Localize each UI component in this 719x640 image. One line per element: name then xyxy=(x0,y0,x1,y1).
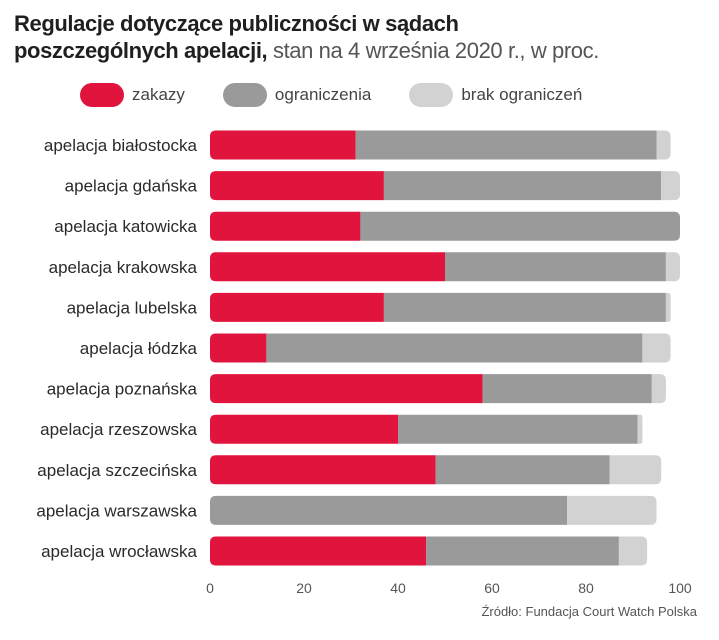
bar-warszawska-brak xyxy=(567,495,657,525)
category-label-bialostocka: apelacja białostocka xyxy=(44,136,198,155)
bar-rzeszowska-brak xyxy=(637,414,643,444)
bar-wroclawska-ograniczenia xyxy=(426,536,619,566)
bar-bialostocka-brak xyxy=(656,130,671,160)
title-bold-line-2: poszczególnych apelacji, xyxy=(14,38,268,63)
bar-gdanska-zakazy xyxy=(210,171,384,201)
bar-bialostocka-ograniczenia xyxy=(355,130,657,160)
bar-poznanska-brak xyxy=(651,374,666,404)
legend-item-brak-ograniczen: brak ograniczeń xyxy=(409,83,582,107)
bar-katowicka-ograniczenia xyxy=(360,211,680,241)
legend-swatch-ograniczenia xyxy=(222,83,267,107)
x-tick-label-0: 0 xyxy=(206,580,214,596)
x-tick-label-60: 60 xyxy=(484,580,500,596)
legend-item-zakazy: zakazy xyxy=(80,83,185,107)
category-label-wroclawska: apelacja wrocławska xyxy=(41,542,197,561)
category-label-warszawska: apelacja warszawska xyxy=(36,501,197,520)
bar-lubelska-ograniczenia xyxy=(383,292,666,322)
bar-szczecinska-zakazy xyxy=(210,455,436,485)
category-label-katowicka: apelacja katowicka xyxy=(54,217,197,236)
legend-item-ograniczenia: ograniczenia xyxy=(222,83,372,107)
source-note: Źródło: Fundacja Court Watch Polska xyxy=(481,604,697,619)
x-tick-label-80: 80 xyxy=(578,580,594,596)
title-bold-line-1: Regulacje dotyczące publiczności w sądac… xyxy=(14,11,459,36)
bar-wroclawska-zakazy xyxy=(210,536,427,566)
category-label-lodzka: apelacja łódzka xyxy=(80,339,198,358)
chart-title: Regulacje dotyczące publiczności w sądac… xyxy=(14,10,714,64)
x-tick-label-40: 40 xyxy=(390,580,406,596)
bar-krakowska-ograniczenia xyxy=(445,252,666,282)
bar-lubelska-brak xyxy=(665,292,671,322)
category-label-poznanska: apelacja poznańska xyxy=(47,380,198,399)
bar-poznanska-zakazy xyxy=(210,374,483,404)
title-line-1: Regulacje dotyczące publiczności w sądac… xyxy=(14,10,714,37)
legend-label-brak-ograniczen: brak ograniczeń xyxy=(461,85,583,104)
bar-lodzka-brak xyxy=(642,333,671,363)
bar-rzeszowska-ograniczenia xyxy=(398,414,638,444)
bar-wroclawska-brak xyxy=(618,536,648,566)
category-label-gdanska: apelacja gdańska xyxy=(65,177,198,196)
legend-swatch-zakazy xyxy=(80,83,124,107)
title-subtitle: stan na 4 września 2020 r., w proc. xyxy=(267,38,599,63)
bar-gdanska-brak xyxy=(661,171,680,201)
category-label-lubelska: apelacja lubelska xyxy=(67,298,198,317)
bar-lodzka-ograniczenia xyxy=(266,333,643,363)
bar-krakowska-zakazy xyxy=(210,252,445,282)
legend: zakazy ograniczenia brak ograniczeń xyxy=(80,80,620,110)
legend-label-zakazy: zakazy xyxy=(132,85,185,104)
bar-warszawska-ograniczenia xyxy=(210,495,568,525)
bar-rzeszowska-zakazy xyxy=(210,414,398,444)
x-tick-label-100: 100 xyxy=(668,580,692,596)
bar-lodzka-zakazy xyxy=(210,333,267,363)
bar-gdanska-ograniczenia xyxy=(383,171,662,201)
bar-poznanska-ograniczenia xyxy=(482,374,652,404)
category-label-rzeszowska: apelacja rzeszowska xyxy=(40,420,197,439)
bar-bialostocka-zakazy xyxy=(210,130,356,160)
category-label-krakowska: apelacja krakowska xyxy=(49,258,198,277)
bar-katowicka-zakazy xyxy=(210,211,361,241)
bar-lubelska-zakazy xyxy=(210,292,384,322)
bar-szczecinska-ograniczenia xyxy=(435,455,610,485)
legend-swatch-brak-ograniczen xyxy=(409,83,454,107)
bar-krakowska-brak xyxy=(665,252,680,282)
legend-label-ograniczenia: ograniczenia xyxy=(274,85,372,104)
category-label-szczecinska: apelacja szczecińska xyxy=(37,461,197,480)
x-tick-label-20: 20 xyxy=(296,580,312,596)
title-line-2: poszczególnych apelacji, stan na 4 wrześ… xyxy=(14,37,714,64)
bar-szczecinska-brak xyxy=(609,455,662,485)
stacked-bar-chart: apelacja białostocka apelacja gdańska apel… xyxy=(36,130,692,596)
